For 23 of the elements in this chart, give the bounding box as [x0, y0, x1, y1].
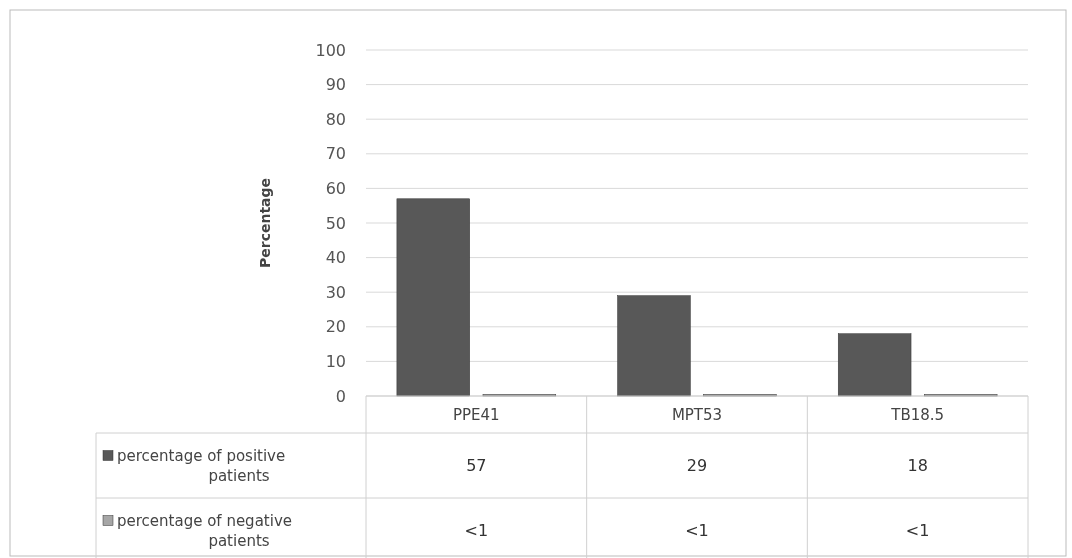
data-label: <1: [685, 521, 709, 541]
y-tick-label: 100: [315, 40, 346, 60]
legend-label: percentage of negative patients: [117, 511, 292, 550]
y-tick-label: 0: [335, 386, 346, 406]
y-tick-label: 10: [325, 352, 346, 371]
y-tick-label: 20: [325, 317, 346, 337]
y-tick-label: 30: [325, 282, 346, 302]
y-tick-label: 50: [325, 213, 346, 233]
y-axis-title: Percentage: [257, 177, 273, 269]
data-label: 18: [907, 456, 928, 476]
x-tick-label: PPE41: [453, 405, 500, 424]
y-tick-label: 40: [325, 248, 346, 268]
data-label: 57: [466, 456, 487, 476]
y-tick-label: 80: [325, 109, 346, 129]
legend-label: percentage of positive patients: [117, 446, 286, 485]
x-tick-label: MPT53: [671, 405, 723, 424]
data-label: <1: [905, 521, 930, 541]
y-tick-label: 70: [325, 144, 346, 164]
data-label: <1: [464, 521, 489, 541]
x-tick-label: TB18.5: [890, 405, 945, 424]
data-label: 29: [686, 456, 708, 476]
y-tick-label: 90: [325, 75, 346, 95]
y-tick-label: 60: [325, 179, 346, 198]
